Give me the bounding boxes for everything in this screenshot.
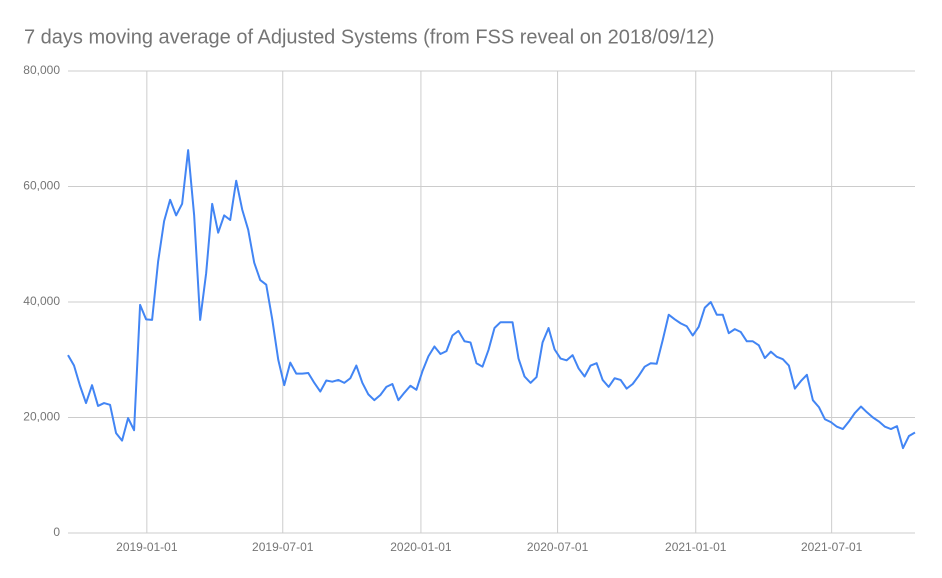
x-tick-label: 2020-01-01 <box>390 540 452 554</box>
chart-title: 7 days moving average of Adjusted System… <box>24 26 714 48</box>
y-tick-label: 80,000 <box>23 63 60 77</box>
x-tick-label: 2021-01-01 <box>665 540 727 554</box>
x-tick-label: 2021-07-01 <box>801 540 863 554</box>
y-tick-label: 0 <box>53 525 60 539</box>
y-tick-label: 60,000 <box>23 179 60 193</box>
y-tick-label: 20,000 <box>23 410 60 424</box>
x-tick-label: 2020-07-01 <box>527 540 589 554</box>
y-tick-label: 40,000 <box>23 294 60 308</box>
data-line <box>67 149 916 450</box>
x-tick-label: 2019-07-01 <box>252 540 314 554</box>
x-tick-label: 2019-01-01 <box>116 540 178 554</box>
